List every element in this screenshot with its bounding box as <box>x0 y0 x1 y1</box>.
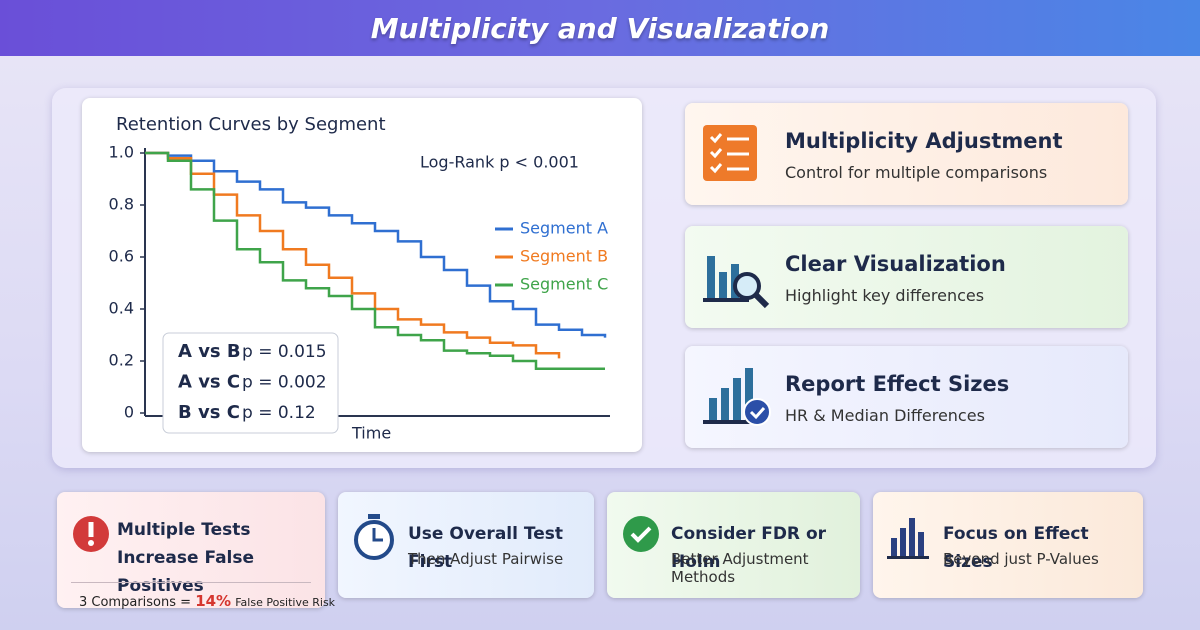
y-tick-label: 0.8 <box>109 195 134 214</box>
card-subtitle: Beyond just P-Values <box>943 550 1099 568</box>
card-title: Consider FDR or Holm <box>671 524 827 572</box>
card-title: Multiple Tests Increase False Positives <box>117 516 325 600</box>
comparison-p: p = 0.12 <box>242 403 316 423</box>
card-title: Multiplicity Adjustment <box>785 129 1063 153</box>
card-subtitle: Better Adjustment Methods <box>671 550 809 586</box>
y-tick-label: 0.6 <box>109 247 134 266</box>
y-tick-label: 0.4 <box>109 299 134 318</box>
curve <box>145 151 607 338</box>
card-title: Report Effect Sizes <box>785 372 1010 396</box>
card-subtitle: Highlight key differences <box>785 286 985 305</box>
chart-title: Retention Curves by Segment <box>116 114 386 135</box>
bottom-card: Focus on Effect Sizes Beyond just P-Valu… <box>873 492 1143 598</box>
icon <box>887 518 929 559</box>
comparison-box <box>162 332 339 434</box>
legend-label: Segment A <box>520 219 608 238</box>
annotation: Log-Rank p < 0.001 <box>420 153 579 172</box>
card-subtitle: HR & Median Differences <box>785 406 985 425</box>
comparison-pair: A vs C <box>178 372 240 393</box>
page-title: Multiplicity and Visualization <box>370 11 830 45</box>
chart: Retention Curves by Segment Log-Rank p <… <box>109 114 610 443</box>
side-card: Report Effect Sizes HR & Median Differen… <box>685 346 1128 448</box>
x-axis-label: Time <box>351 424 391 443</box>
card-title: Clear Visualization <box>785 252 1006 276</box>
icon <box>703 256 770 309</box>
legend-label: Segment B <box>520 247 608 266</box>
footer-text: False Positive Risk <box>235 596 336 609</box>
card-title: Focus on Effect Sizes <box>943 524 1089 572</box>
y-tick-label: 0 <box>124 403 134 422</box>
chart-card: Retention Curves by Segment Log-Rank p <… <box>82 98 642 452</box>
y-tick-label: 0.2 <box>109 351 134 370</box>
icon <box>703 125 757 181</box>
legend: Segment A Segment B Segment C <box>495 219 608 294</box>
comparison-pair: A vs B <box>178 341 241 362</box>
bottom-card: Multiple Tests Increase False Positives 3… <box>57 492 335 610</box>
comparison-pair: B vs C <box>178 402 240 423</box>
curve <box>145 151 605 371</box>
card-subtitle: Control for multiple comparisons <box>785 163 1048 182</box>
side-card: Clear Visualization Highlight key differ… <box>685 226 1128 328</box>
title-line: Multiple Tests <box>117 520 251 540</box>
comparison-p: p = 0.002 <box>242 373 327 393</box>
card-title: Use Overall Test First <box>408 524 563 572</box>
side-card: Multiplicity Adjustment Control for mult… <box>685 103 1128 205</box>
icon <box>354 514 394 560</box>
curves <box>145 151 607 371</box>
legend-label: Segment C <box>520 275 608 294</box>
comparison-p: p = 0.015 <box>242 342 327 362</box>
card-footer: 3 Comparisons = 14% False Positive Risk <box>79 592 335 610</box>
icon <box>623 516 659 552</box>
bottom-card: Use Overall Test First Then Adjust Pairw… <box>338 492 594 598</box>
footer-highlight: 14% <box>195 592 232 610</box>
icon <box>703 368 771 426</box>
header: Multiplicity and Visualization <box>0 0 1200 56</box>
y-tick-label: 1.0 <box>109 143 134 162</box>
footer-text: 3 Comparisons = <box>79 595 192 610</box>
icon <box>73 516 109 552</box>
bottom-card: Consider FDR or Holm Better Adjustment M… <box>607 492 860 598</box>
card-subtitle: Then Adjust Pairwise <box>408 550 564 568</box>
title-line: Increase False Positives <box>117 548 255 596</box>
